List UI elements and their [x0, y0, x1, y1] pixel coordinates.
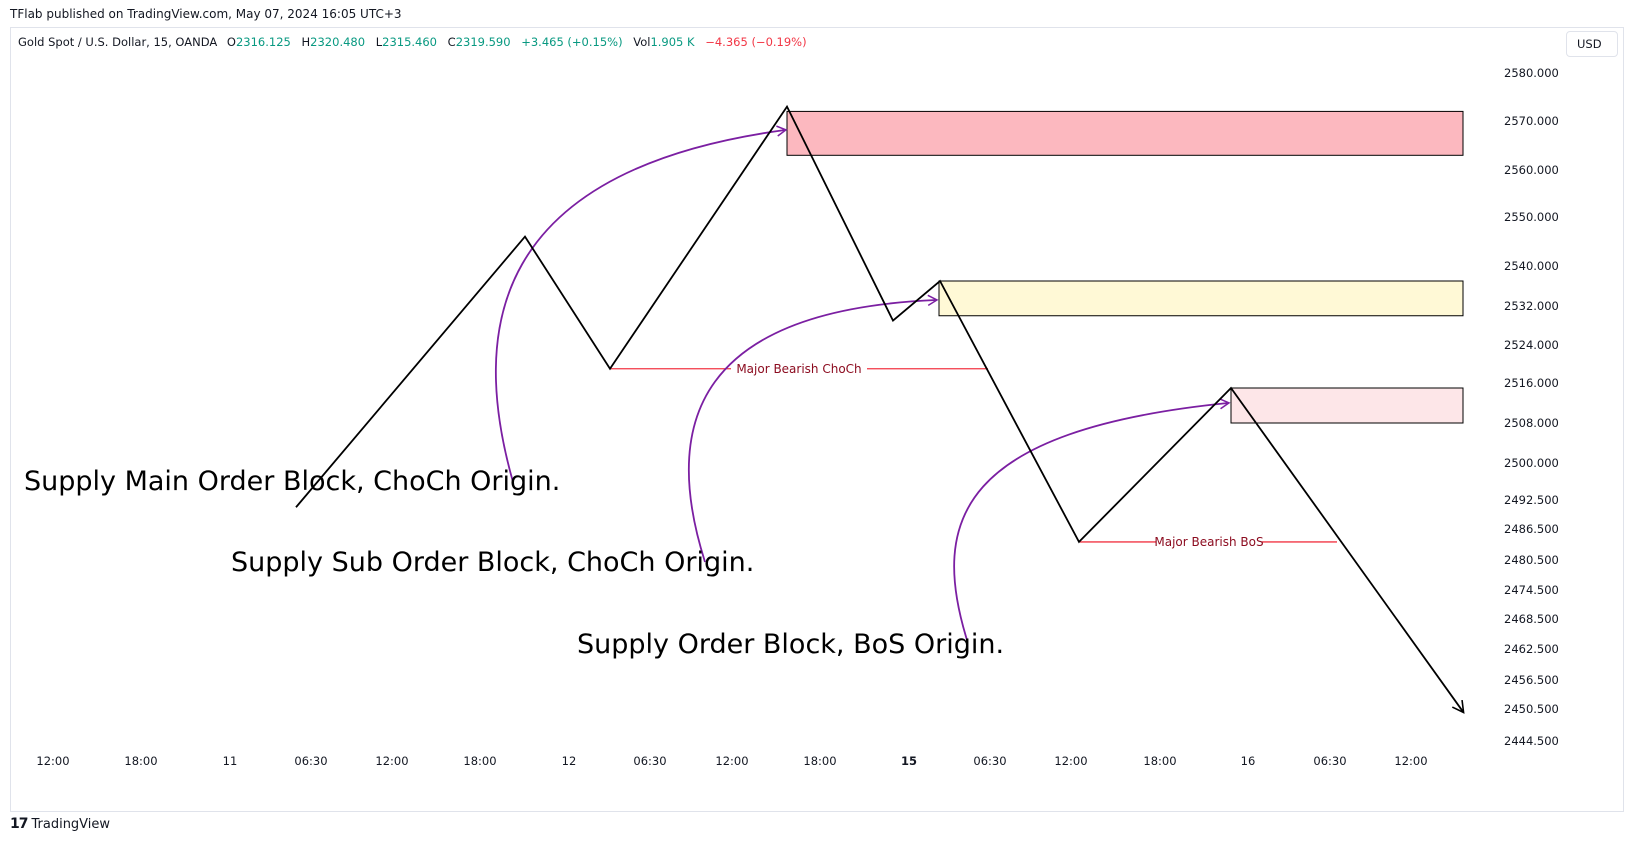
- annotation-main-order-block[interactable]: Supply Main Order Block, ChoCh Origin.: [24, 466, 560, 497]
- x-tick-label: 12:00: [1054, 754, 1087, 768]
- tradingview-logo-icon: 17: [10, 816, 29, 832]
- x-tick-label: 12:00: [36, 754, 69, 768]
- close-key: C: [447, 35, 456, 49]
- y-tick-label: 2508.000: [1504, 416, 1559, 430]
- x-tick-label: 12:00: [1394, 754, 1427, 768]
- close-value: 2319.590: [455, 35, 511, 49]
- open-value: 2316.125: [235, 35, 291, 49]
- y-tick-label: 2580.000: [1504, 66, 1559, 80]
- supply-order-block-zone[interactable]: [1230, 387, 1464, 424]
- x-tick-label: 06:30: [973, 754, 1006, 768]
- footer-brand: 17 TradingView: [10, 816, 110, 832]
- y-tick-label: 2570.000: [1504, 114, 1559, 128]
- y-tick-label: 2500.000: [1504, 456, 1559, 470]
- major-bearish-bos-label: Major Bearish BoS: [1154, 535, 1263, 549]
- y-tick-label: 2462.500: [1504, 642, 1559, 656]
- x-tick-label: 12:00: [715, 754, 748, 768]
- y-tick-label: 2474.500: [1504, 583, 1559, 597]
- x-tick-label: 06:30: [633, 754, 666, 768]
- x-tick-label: 06:30: [1313, 754, 1346, 768]
- y-tick-label: 2516.000: [1504, 376, 1559, 390]
- x-tick-label: 15: [901, 754, 917, 768]
- price-swing-line[interactable]: [295, 104, 1465, 714]
- x-tick-label: 11: [223, 754, 238, 768]
- vol-key: Vol: [633, 35, 651, 49]
- symbol-legend: Gold Spot / U.S. Dollar, 15, OANDA O2316…: [18, 35, 807, 49]
- major-bearish-choch-label: Major Bearish ChoCh: [736, 362, 861, 376]
- x-tick-label: 18:00: [1143, 754, 1176, 768]
- symbol-title[interactable]: Gold Spot / U.S. Dollar, 15, OANDA: [18, 35, 218, 49]
- bos-ob-arrow[interactable]: [953, 398, 1231, 641]
- supply-sub-order-block-zone[interactable]: [938, 280, 1464, 317]
- y-tick-label: 2492.500: [1504, 493, 1559, 507]
- vol-value: 1.905 K: [650, 35, 695, 49]
- y-tick-label: 2486.500: [1504, 522, 1559, 536]
- open-key: O: [226, 35, 236, 49]
- supply-main-order-block-zone[interactable]: [786, 110, 1464, 156]
- sub-ob-arrow[interactable]: [687, 294, 939, 563]
- y-tick-label: 2468.500: [1504, 612, 1559, 626]
- high-value: 2320.480: [310, 35, 366, 49]
- x-tick-label: 18:00: [463, 754, 496, 768]
- y-tick-label: 2480.500: [1504, 553, 1559, 567]
- x-tick-label: 18:00: [124, 754, 157, 768]
- low-key: L: [375, 35, 383, 49]
- high-key: H: [301, 35, 311, 49]
- y-tick-label: 2560.000: [1504, 163, 1559, 177]
- x-tick-label: 12:00: [375, 754, 408, 768]
- published-info: TFlab published on TradingView.com, May …: [10, 7, 402, 21]
- x-tick-label: 18:00: [803, 754, 836, 768]
- footer-brand-name: TradingView: [31, 816, 111, 832]
- vol-change-value: −4.365 (−0.19%): [705, 35, 807, 49]
- currency-selector[interactable]: USD: [1566, 31, 1618, 57]
- annotation-sub-order-block[interactable]: Supply Sub Order Block, ChoCh Origin.: [231, 547, 754, 578]
- y-tick-label: 2532.000: [1504, 299, 1559, 313]
- y-tick-label: 2444.500: [1504, 734, 1559, 748]
- y-tick-label: 2456.500: [1504, 673, 1559, 687]
- y-tick-label: 2450.500: [1504, 702, 1559, 716]
- y-tick-label: 2550.000: [1504, 210, 1559, 224]
- y-tick-label: 2540.000: [1504, 259, 1559, 273]
- chart-frame: [10, 27, 1624, 812]
- x-tick-label: 16: [1241, 754, 1256, 768]
- annotation-bos-order-block[interactable]: Supply Order Block, BoS Origin.: [577, 629, 1004, 660]
- x-tick-label: 06:30: [294, 754, 327, 768]
- x-tick-label: 12: [562, 754, 577, 768]
- low-value: 2315.460: [382, 35, 437, 49]
- y-tick-label: 2524.000: [1504, 338, 1559, 352]
- main-ob-arrow[interactable]: [494, 125, 788, 483]
- change-value: +3.465 (+0.15%): [521, 35, 623, 49]
